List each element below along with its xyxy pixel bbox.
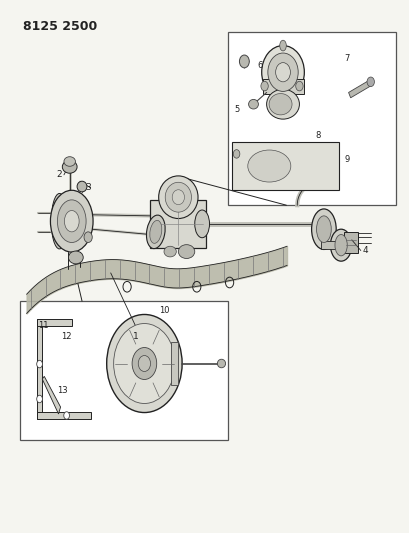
Ellipse shape bbox=[311, 209, 335, 249]
Bar bbox=[262, 78, 303, 94]
Ellipse shape bbox=[138, 356, 150, 372]
Ellipse shape bbox=[275, 63, 290, 82]
Ellipse shape bbox=[64, 157, 75, 166]
Bar bbox=[227, 32, 395, 205]
Bar bbox=[37, 412, 91, 419]
Text: 12: 12 bbox=[61, 333, 71, 341]
Text: 7: 7 bbox=[344, 54, 349, 63]
Text: 2: 2 bbox=[56, 171, 62, 179]
Text: 6: 6 bbox=[257, 61, 262, 69]
Ellipse shape bbox=[64, 411, 70, 419]
Text: 5: 5 bbox=[234, 105, 239, 114]
Ellipse shape bbox=[334, 235, 346, 256]
Ellipse shape bbox=[330, 229, 351, 261]
Ellipse shape bbox=[50, 190, 93, 252]
Ellipse shape bbox=[248, 99, 258, 109]
Ellipse shape bbox=[172, 190, 184, 205]
Ellipse shape bbox=[194, 210, 209, 238]
Ellipse shape bbox=[295, 81, 302, 91]
Ellipse shape bbox=[37, 360, 43, 368]
Ellipse shape bbox=[316, 216, 330, 243]
Polygon shape bbox=[348, 79, 372, 98]
Bar bbox=[37, 319, 42, 419]
Ellipse shape bbox=[62, 160, 77, 173]
Ellipse shape bbox=[132, 348, 156, 379]
Ellipse shape bbox=[279, 41, 285, 51]
Bar bbox=[231, 142, 338, 190]
Ellipse shape bbox=[268, 94, 291, 115]
Ellipse shape bbox=[84, 232, 92, 243]
Bar bbox=[20, 301, 227, 440]
Bar bbox=[150, 200, 206, 248]
Text: 4: 4 bbox=[362, 246, 368, 255]
Ellipse shape bbox=[106, 314, 182, 413]
Ellipse shape bbox=[149, 220, 162, 244]
Bar bbox=[344, 232, 357, 253]
Ellipse shape bbox=[57, 200, 86, 243]
Ellipse shape bbox=[366, 77, 373, 86]
Ellipse shape bbox=[165, 182, 191, 212]
Ellipse shape bbox=[164, 246, 176, 257]
Ellipse shape bbox=[267, 53, 297, 92]
Polygon shape bbox=[42, 376, 61, 414]
Ellipse shape bbox=[261, 46, 303, 99]
Text: 9: 9 bbox=[344, 156, 349, 164]
Text: 8125 2500: 8125 2500 bbox=[22, 20, 97, 33]
Ellipse shape bbox=[233, 150, 239, 158]
Text: 13: 13 bbox=[57, 386, 68, 394]
Ellipse shape bbox=[217, 359, 225, 368]
Bar bbox=[171, 342, 178, 385]
Ellipse shape bbox=[239, 55, 249, 68]
Bar bbox=[320, 241, 342, 249]
Text: 1: 1 bbox=[133, 333, 139, 341]
Text: 3: 3 bbox=[85, 183, 91, 192]
Ellipse shape bbox=[247, 150, 290, 182]
Text: 8: 8 bbox=[315, 132, 320, 140]
Ellipse shape bbox=[260, 81, 267, 91]
Ellipse shape bbox=[64, 211, 79, 232]
Ellipse shape bbox=[77, 181, 87, 192]
Ellipse shape bbox=[178, 245, 194, 259]
Text: 10: 10 bbox=[159, 306, 169, 314]
Bar bbox=[37, 319, 72, 326]
Ellipse shape bbox=[113, 324, 175, 403]
Ellipse shape bbox=[158, 176, 198, 219]
Ellipse shape bbox=[146, 215, 165, 248]
Ellipse shape bbox=[37, 395, 43, 403]
Ellipse shape bbox=[266, 90, 299, 119]
Ellipse shape bbox=[51, 193, 67, 249]
Text: 11: 11 bbox=[38, 321, 48, 329]
Ellipse shape bbox=[68, 251, 83, 264]
